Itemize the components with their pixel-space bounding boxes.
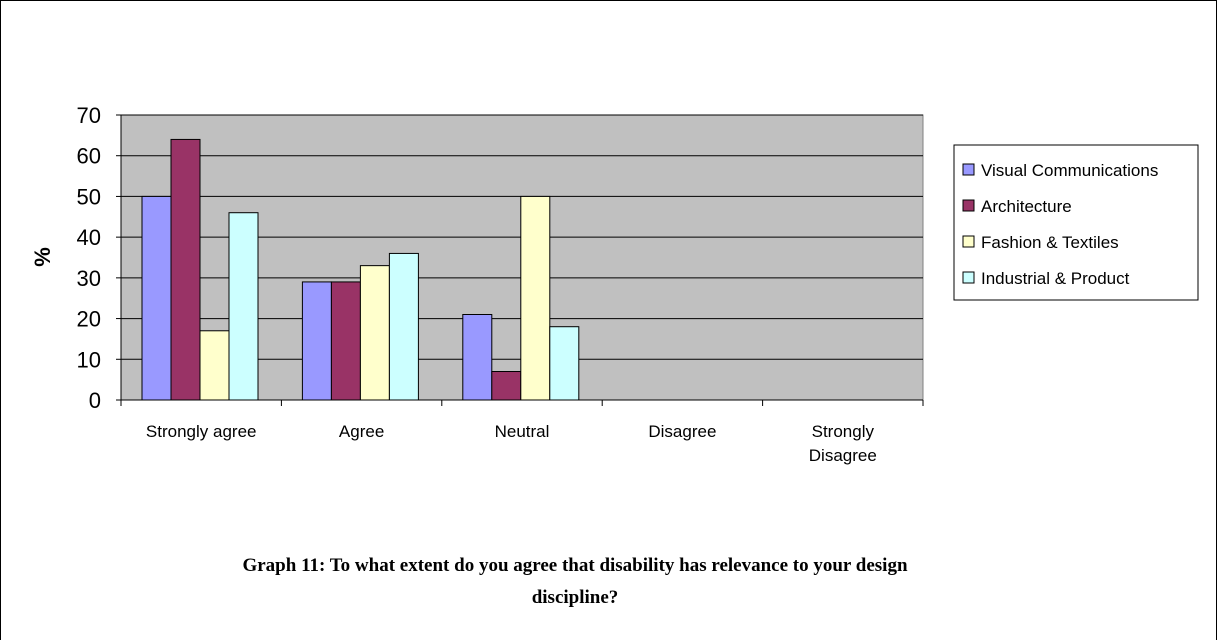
bar: [141, 195, 172, 401]
legend-entry: Visual Communications: [981, 161, 1158, 180]
legend-swatch: [962, 235, 975, 248]
bar: [388, 252, 419, 401]
x-category-label: Neutral: [495, 422, 550, 441]
legend-swatch: [962, 163, 975, 176]
legend-entry: Industrial & Product: [981, 269, 1130, 288]
caption-line-2: discipline?: [531, 587, 619, 608]
y-tick-label: 10: [77, 347, 101, 372]
bar: [520, 195, 551, 401]
bar: [301, 281, 332, 401]
bar: [491, 371, 522, 401]
bar: [170, 138, 201, 401]
legend-entry: Fashion & Textiles: [981, 233, 1119, 252]
bars: [141, 138, 580, 401]
bar: [228, 212, 259, 401]
x-category-label: Strongly Disagree: [809, 422, 877, 465]
legend-entry: Architecture: [981, 197, 1072, 216]
y-tick-labels: 0 10 20 30 40 50 60 70: [77, 103, 121, 413]
y-tick-label: 0: [89, 388, 101, 413]
x-category-label: Disagree: [648, 422, 716, 441]
bar: [462, 314, 493, 401]
legend: Visual Communications Architecture Fashion…: [953, 144, 1199, 301]
axes: [120, 115, 924, 406]
y-tick-label: 60: [77, 144, 101, 169]
caption-line-1: Graph 11: To what extent do you agree th…: [242, 555, 908, 576]
legend-swatch: [962, 271, 975, 284]
figure-caption: Graph 11: To what extent do you agree th…: [100, 550, 1050, 614]
y-tick-label: 50: [77, 184, 101, 209]
y-tick-label: 40: [77, 225, 101, 250]
bar: [549, 326, 580, 401]
y-axis-label: %: [30, 247, 55, 267]
x-category-label: Agree: [339, 422, 384, 441]
x-category-labels: Strongly agree Agree Neutral Disagree Strong…: [146, 422, 877, 465]
bar: [330, 281, 361, 401]
y-tick-label: 30: [77, 266, 101, 291]
legend-box: [953, 144, 1199, 301]
bar: [199, 330, 230, 401]
y-tick-label: 20: [77, 307, 101, 332]
legend-swatch: [962, 199, 975, 212]
y-tick-label: 70: [77, 103, 101, 128]
bar: [359, 265, 390, 401]
x-category-label: Strongly agree: [146, 422, 257, 441]
